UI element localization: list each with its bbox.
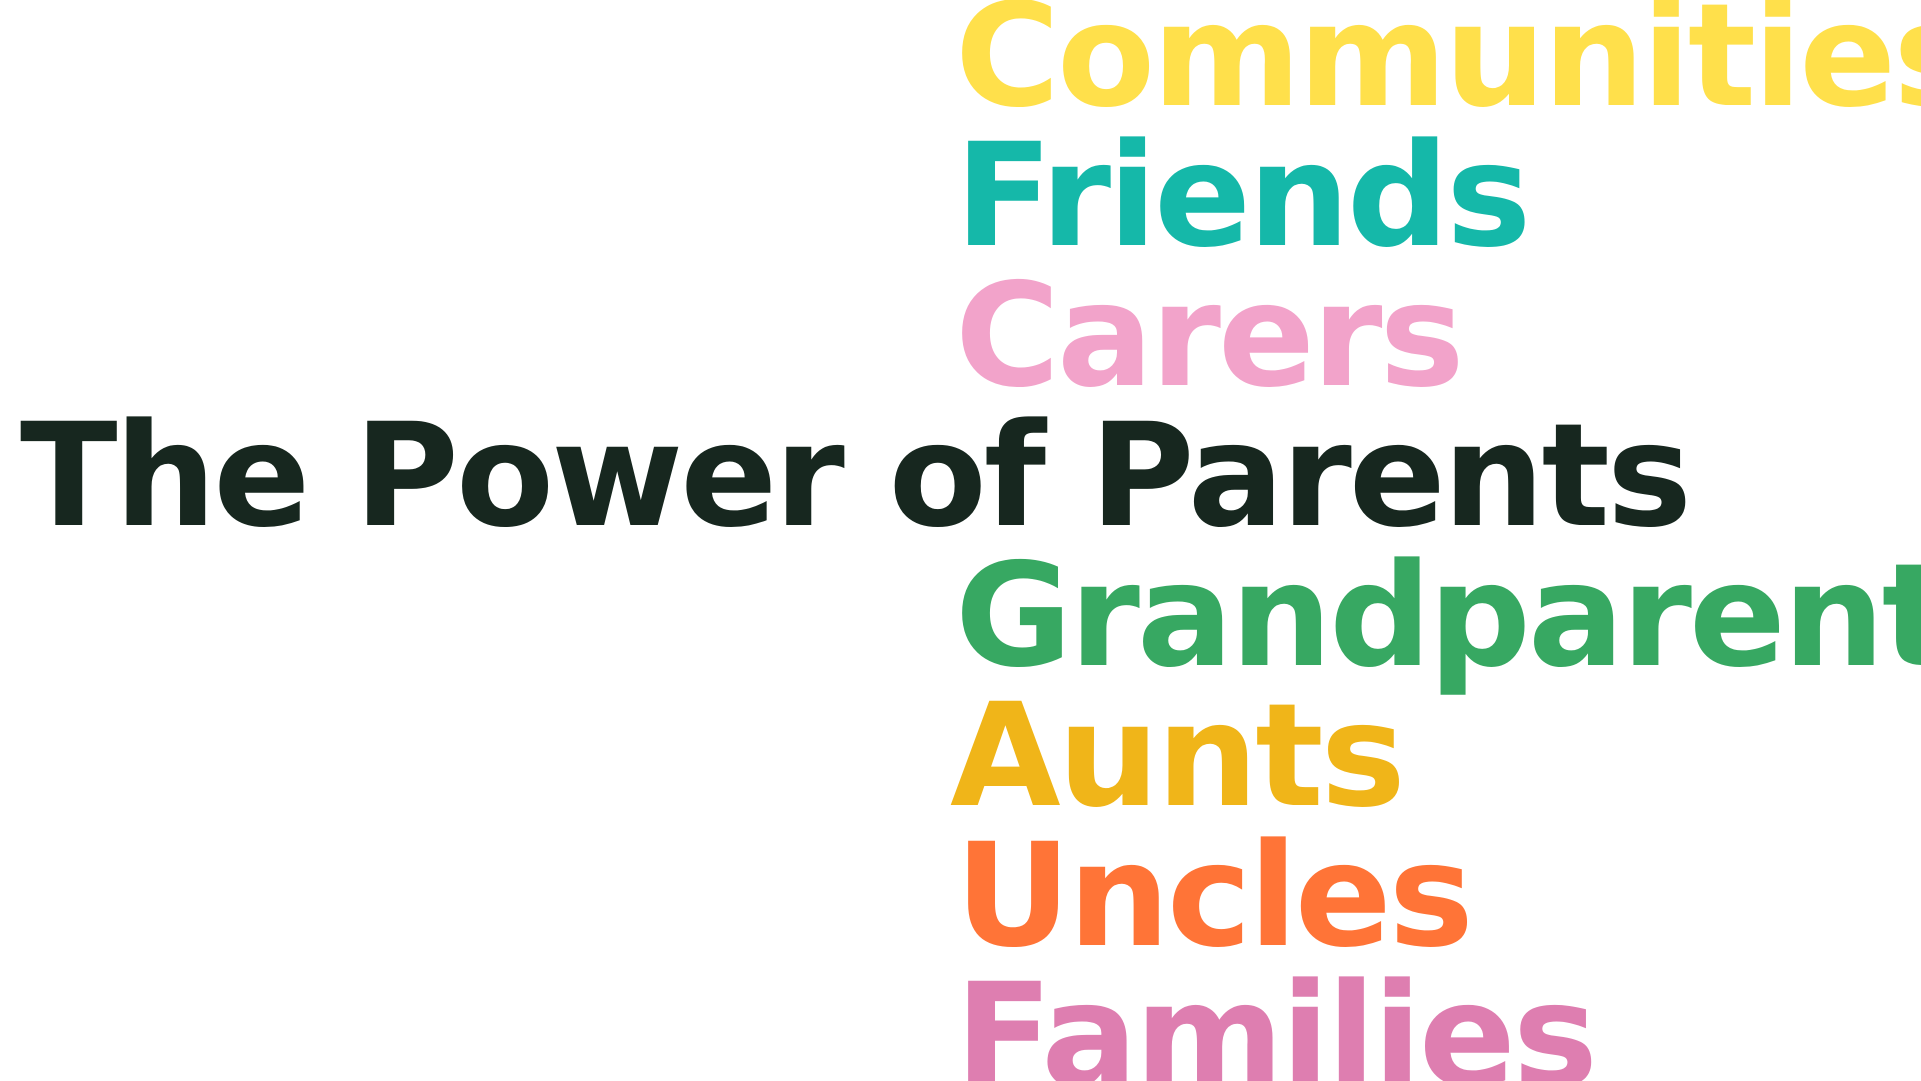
headline: The Power of Parents <box>20 404 1692 547</box>
headline-lead: The Power of <box>20 392 1090 559</box>
headline-highlight: Parents <box>1089 392 1692 559</box>
word-aunts: Aunts <box>950 672 1406 839</box>
word-families: Families <box>955 952 1598 1081</box>
word-uncles: Uncles <box>955 812 1474 979</box>
word-carers: Carers <box>955 252 1465 419</box>
word-grandparents: Grandparents <box>955 532 1921 699</box>
word-communities: Communities <box>955 0 1921 139</box>
word-friends: Friends <box>955 112 1531 279</box>
